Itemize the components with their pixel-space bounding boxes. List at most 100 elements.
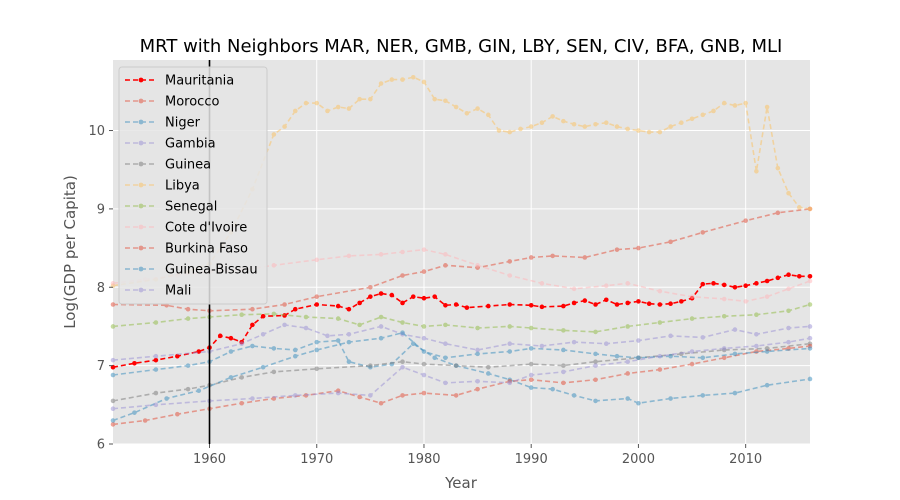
data-point bbox=[175, 353, 180, 359]
data-point bbox=[475, 379, 480, 384]
data-point bbox=[400, 330, 405, 336]
data-point bbox=[689, 294, 695, 299]
data-point bbox=[400, 359, 405, 365]
data-point bbox=[807, 302, 813, 307]
data-point bbox=[764, 382, 770, 388]
data-point bbox=[561, 369, 566, 375]
data-point bbox=[314, 100, 320, 106]
data-point bbox=[443, 252, 448, 257]
data-point bbox=[625, 324, 631, 329]
data-point bbox=[400, 393, 405, 398]
data-point bbox=[507, 380, 513, 386]
legend-entry: Gambia bbox=[125, 137, 216, 152]
data-point bbox=[625, 300, 631, 306]
legend-swatch bbox=[125, 140, 157, 146]
data-point bbox=[132, 360, 137, 366]
data-point bbox=[732, 103, 738, 108]
data-point bbox=[164, 396, 169, 401]
x-tick-label: 2010 bbox=[729, 452, 762, 467]
data-point bbox=[153, 353, 159, 359]
data-point bbox=[378, 81, 384, 86]
data-point bbox=[528, 385, 534, 390]
legend-label: Senegal bbox=[165, 200, 217, 215]
legend-label: Cote d'Ivoire bbox=[165, 221, 247, 236]
data-point bbox=[421, 295, 427, 301]
legend: Mauritania Morocco Niger Gambia Guinea Libya S… bbox=[118, 66, 268, 305]
series-line bbox=[112, 337, 811, 410]
data-point bbox=[368, 393, 373, 398]
y-tick-label: 8 bbox=[97, 281, 105, 296]
legend-label: Mali bbox=[165, 284, 191, 299]
data-point bbox=[378, 335, 384, 341]
data-point bbox=[775, 275, 781, 281]
data-point bbox=[453, 393, 459, 398]
data-point bbox=[646, 301, 652, 307]
legend-swatch bbox=[125, 161, 157, 167]
data-point bbox=[539, 120, 545, 125]
data-point bbox=[110, 302, 116, 307]
data-point bbox=[636, 245, 641, 251]
data-point bbox=[668, 333, 673, 339]
data-point bbox=[614, 353, 620, 359]
data-point bbox=[636, 299, 641, 304]
data-point bbox=[732, 351, 738, 357]
data-point bbox=[593, 398, 598, 404]
data-point bbox=[507, 302, 513, 307]
data-point bbox=[271, 369, 277, 375]
data-point bbox=[614, 124, 620, 129]
x-tick-label: 1980 bbox=[407, 452, 440, 467]
data-point bbox=[432, 96, 437, 102]
y-tick-label: 7 bbox=[97, 359, 105, 374]
data-point bbox=[314, 294, 320, 299]
data-point bbox=[625, 126, 631, 132]
data-point bbox=[260, 313, 266, 319]
data-point bbox=[475, 106, 480, 111]
data-point bbox=[303, 314, 309, 320]
data-point bbox=[786, 339, 791, 345]
data-point bbox=[282, 302, 287, 307]
legend-swatch bbox=[125, 224, 157, 230]
data-point bbox=[721, 355, 727, 361]
data-point bbox=[250, 396, 255, 401]
data-point bbox=[603, 297, 609, 303]
data-point bbox=[507, 129, 513, 135]
data-point bbox=[539, 281, 545, 286]
legend-label: Mauritania bbox=[165, 74, 234, 89]
data-point bbox=[314, 347, 320, 353]
data-point bbox=[486, 364, 491, 370]
data-point bbox=[754, 168, 759, 174]
legend-swatch bbox=[125, 203, 157, 209]
legend-entry: Mali bbox=[125, 284, 191, 299]
data-point bbox=[421, 361, 427, 367]
data-point bbox=[754, 312, 759, 317]
data-point bbox=[711, 108, 716, 114]
data-point bbox=[153, 320, 159, 325]
data-point bbox=[603, 283, 609, 288]
data-point bbox=[764, 294, 770, 299]
data-point bbox=[754, 343, 759, 349]
data-point bbox=[443, 98, 448, 104]
data-point bbox=[400, 77, 405, 82]
data-point bbox=[646, 129, 652, 135]
data-point bbox=[603, 341, 609, 346]
data-point bbox=[250, 343, 255, 349]
data-point bbox=[110, 418, 116, 423]
data-point bbox=[507, 324, 513, 329]
data-point bbox=[539, 304, 545, 310]
data-point bbox=[357, 96, 362, 102]
data-point bbox=[271, 132, 277, 137]
data-point bbox=[110, 357, 116, 363]
data-point bbox=[593, 302, 598, 307]
data-point bbox=[657, 288, 663, 294]
data-point bbox=[421, 247, 427, 252]
data-point bbox=[561, 347, 566, 353]
data-point bbox=[582, 124, 588, 129]
data-point bbox=[625, 371, 631, 376]
data-point bbox=[389, 292, 395, 298]
data-point bbox=[292, 306, 298, 312]
data-point bbox=[539, 343, 545, 349]
data-point bbox=[550, 114, 555, 119]
series-guinea-bissau bbox=[110, 330, 813, 423]
data-point bbox=[496, 128, 502, 133]
data-point bbox=[443, 263, 448, 268]
